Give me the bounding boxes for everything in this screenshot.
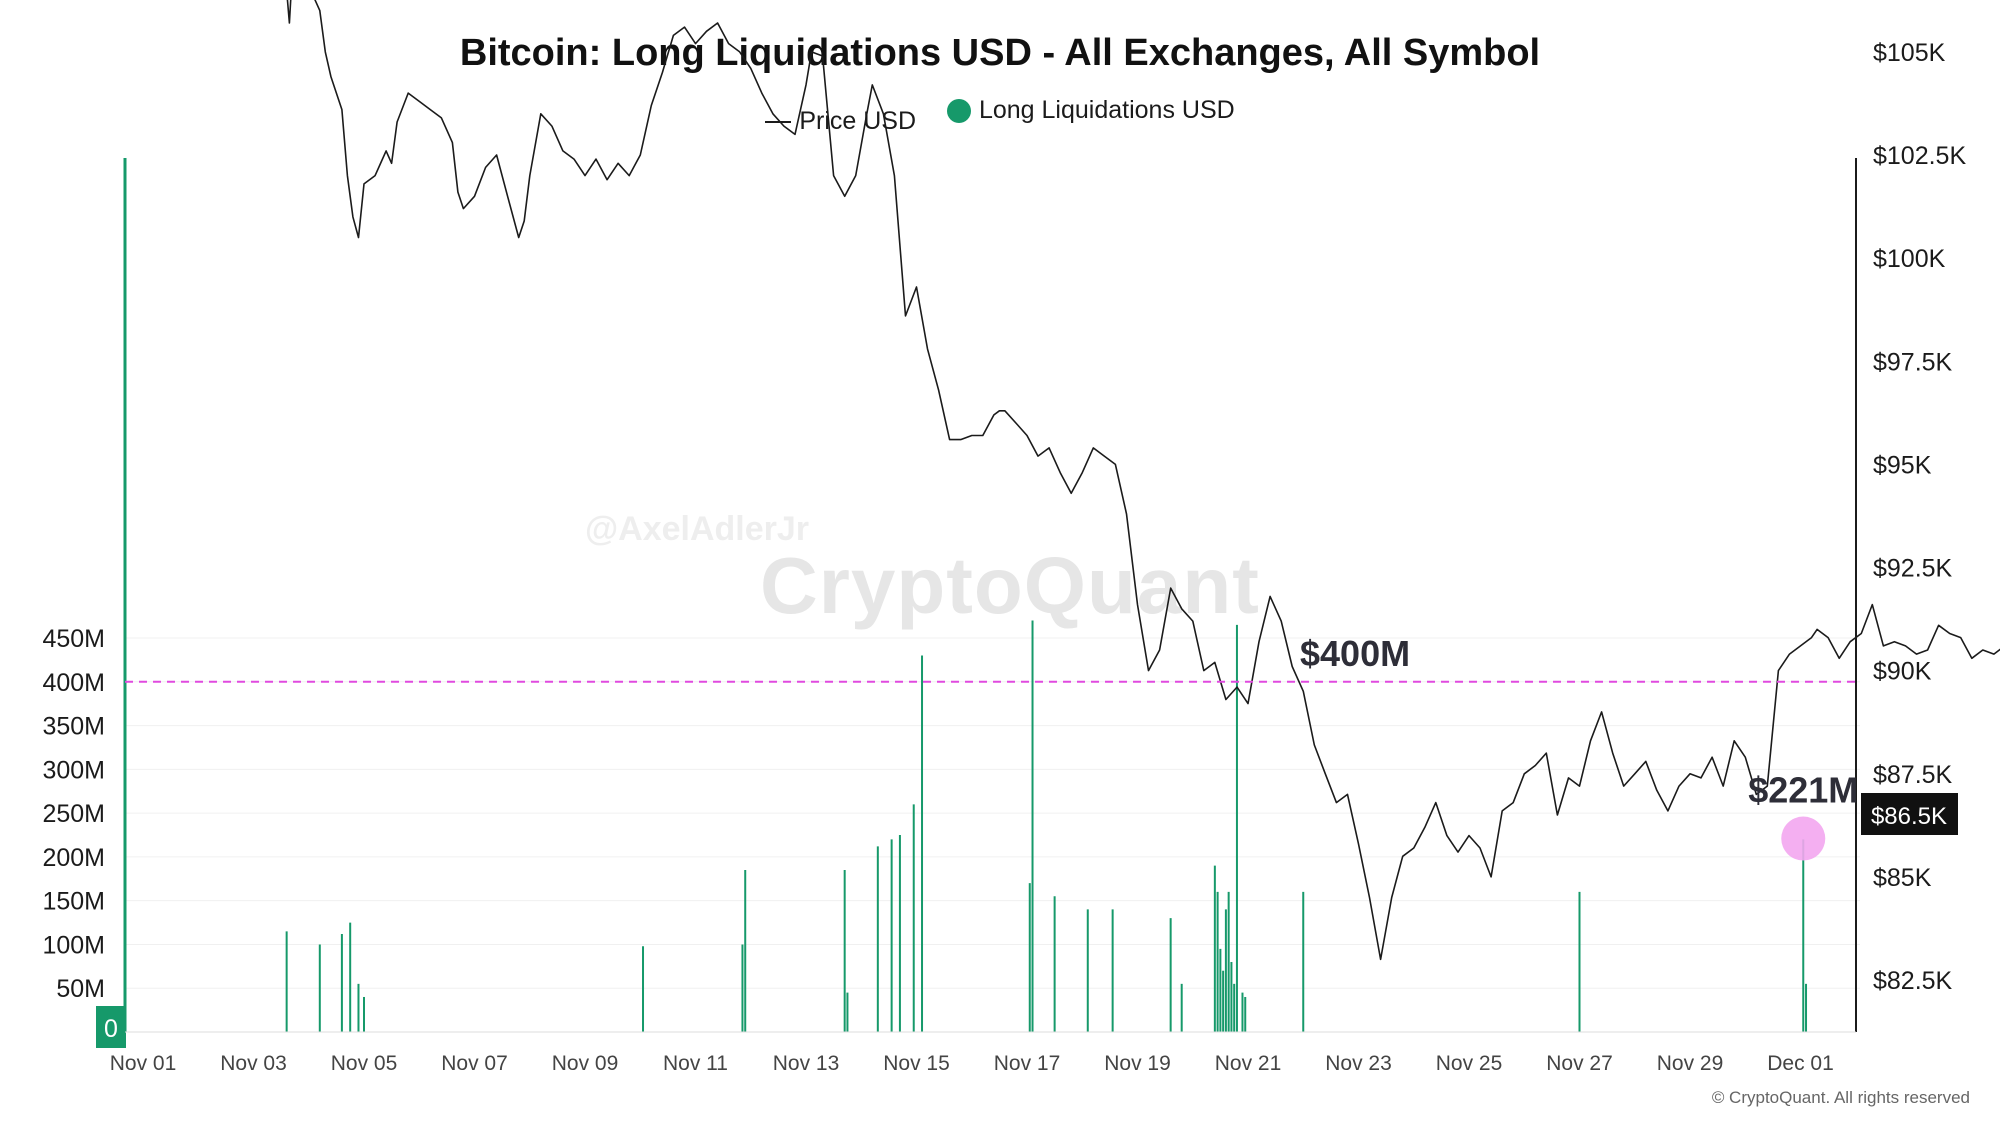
peak-label: $221M [1748,770,1858,811]
x-tick-label-15: Dec 01 [1767,1052,1834,1075]
threshold-label: $400M [1300,633,1410,674]
x-tick-label-2: Nov 05 [331,1052,398,1075]
legend-item-price[interactable]: Price USD [765,107,916,136]
left-tick-label-3: 150M [42,888,105,916]
left-tick-label-5: 250M [42,800,105,828]
right-tick-label-4: $92.5K [1873,555,1953,583]
left-tick-label-2: 100M [42,931,105,959]
x-tick-label-0: Nov 01 [110,1052,177,1075]
x-tick-label-9: Nov 19 [1104,1052,1171,1075]
axes: 0 50M 100M 150M 200M 250M 300M 350M 400M 450M $82.… [42,39,1966,1075]
legend-line-swatch [765,120,792,123]
legend-dot-swatch [946,98,971,123]
current-price-label: $86.5K [1871,803,1947,830]
legend-label-liquidations: Long Liquidations USD [978,96,1235,124]
left-tick-label-6: 300M [42,756,105,784]
x-tick-label-14: Nov 29 [1657,1052,1724,1075]
x-tick-label-3: Nov 07 [441,1052,508,1075]
x-tick-label-7: Nov 15 [883,1052,950,1075]
right-tick-label-8: $102.5K [1873,142,1966,170]
left-tick-label-1: 50M [56,975,105,1003]
left-tick-label-0: 0 [104,1015,118,1043]
x-tick-label-11: Nov 23 [1325,1052,1392,1075]
right-tick-label-7: $100K [1873,245,1946,273]
left-tick-label-9: 450M [42,625,105,653]
x-tick-label-5: Nov 11 [663,1052,728,1075]
right-tick-label-6: $97.5K [1873,348,1953,376]
x-tick-label-6: Nov 13 [773,1052,840,1075]
copyright: © CryptoQuant. All rights reserved [1711,1088,1970,1107]
zero-label-box [96,1006,126,1048]
peak-marker [1781,816,1826,861]
x-tick-label-12: Nov 25 [1436,1052,1503,1075]
right-tick-label-5: $95K [1873,451,1932,479]
gridlines [125,637,1860,989]
left-tick-label-8: 400M [42,669,105,697]
left-tick-label-7: 350M [42,713,105,741]
right-tick-label-0: $82.5K [1873,967,1953,995]
liquidation-bars [285,620,1808,1032]
x-tick-label-4: Nov 09 [552,1052,619,1075]
legend: Price USD Long Liquidations USD [0,96,2000,136]
price-series [286,0,2000,961]
chart-title: Bitcoin: Long Liquidations USD - All Exc… [459,32,1541,74]
right-tick-label-2: $87.5K [1873,761,1953,789]
price-line [286,0,2000,961]
x-tick-label-1: Nov 03 [220,1052,287,1075]
legend-label-price: Price USD [799,107,916,135]
right-tick-label-9: $105K [1873,39,1946,67]
right-tick-label-1: $85K [1873,864,1932,892]
x-tick-label-13: Nov 27 [1546,1052,1613,1075]
current-price-tag [1861,793,1958,835]
right-tick-label-3: $90K [1873,658,1932,686]
legend-item-liquidations[interactable]: Long Liquidations USD [946,96,1235,125]
x-tick-label-8: Nov 17 [994,1052,1061,1075]
annotations: $86.5K $400M $221M [125,633,1958,861]
watermark-handle: @AxelAdlerJr [585,510,810,548]
watermark-brand: CryptoQuant [760,541,1260,630]
x-tick-label-10: Nov 21 [1215,1052,1282,1075]
left-tick-label-4: 200M [42,844,105,872]
